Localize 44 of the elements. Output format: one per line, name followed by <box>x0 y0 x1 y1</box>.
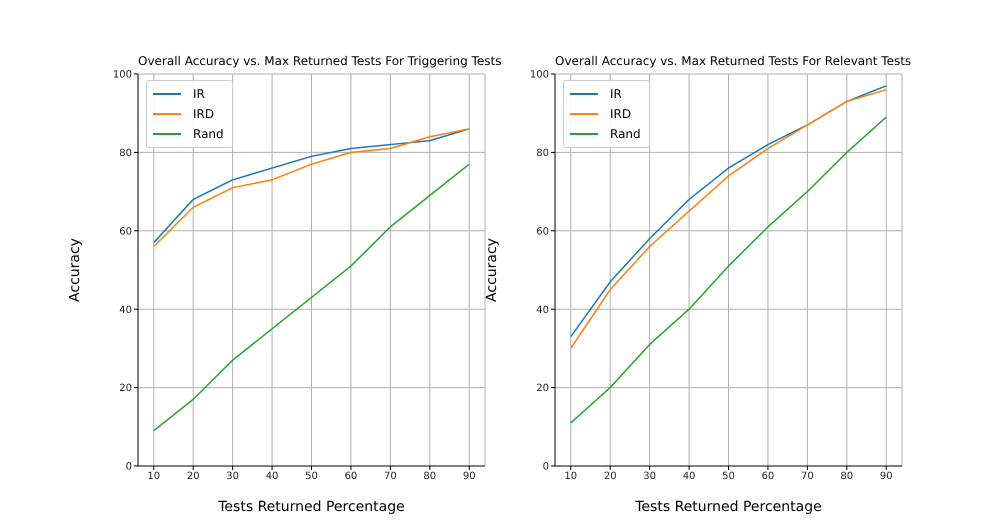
x-tick-label: 70 <box>384 471 397 482</box>
y-tick-label: 100 <box>530 70 549 81</box>
x-tick-label: 70 <box>800 471 814 482</box>
chart-title: Overall Accuracy vs. Max Returned Tests For Relevant Tests <box>555 54 912 68</box>
y-tick-label: 100 <box>112 70 132 81</box>
y-tick-label: 0 <box>542 462 549 473</box>
legend-label: IR <box>193 87 205 101</box>
y-tick-label: 40 <box>536 304 549 316</box>
y-tick-label: 0 <box>126 462 132 473</box>
x-tick-label: 40 <box>682 471 696 482</box>
y-tick-label: 60 <box>536 226 549 238</box>
y-axis-title: Accuracy <box>66 238 83 302</box>
y-tick-label: 40 <box>119 304 132 316</box>
x-tick-label: 80 <box>423 471 436 482</box>
chart-title: Overall Accuracy vs. Max Returned Tests For Triggering Tests <box>138 54 502 68</box>
x-tick-label: 50 <box>722 471 735 482</box>
x-axis-title: Tests Returned Percentage <box>217 499 405 515</box>
x-axis-title: Tests Returned Percentage <box>634 499 822 515</box>
x-tick-label: 40 <box>266 471 278 482</box>
line-series <box>570 116 887 424</box>
y-tick-label: 60 <box>119 226 132 238</box>
x-tick-label: 80 <box>840 471 854 482</box>
x-tick-label: 60 <box>344 471 358 482</box>
y-tick-label: 20 <box>536 383 549 394</box>
line-series <box>153 163 470 432</box>
y-tick-label: 80 <box>536 148 549 159</box>
x-tick-label: 10 <box>564 471 578 482</box>
legend-label: IRD <box>193 107 214 121</box>
y-axis-title: Accuracy <box>484 238 500 302</box>
x-tick-label: 90 <box>880 471 893 482</box>
legend-label: IR <box>610 87 622 101</box>
y-tick-label: 20 <box>119 383 132 394</box>
x-tick-label: 30 <box>643 471 656 482</box>
x-tick-label: 20 <box>604 471 617 482</box>
x-tick-label: 10 <box>147 471 160 482</box>
x-tick-label: 30 <box>226 471 240 482</box>
legend-label: IRD <box>610 107 632 121</box>
x-tick-label: 90 <box>462 471 476 482</box>
legend-label: Rand <box>193 127 224 141</box>
y-tick-label: 80 <box>119 148 132 159</box>
x-tick-label: 60 <box>762 471 774 482</box>
x-tick-label: 50 <box>305 471 318 482</box>
legend-label: Rand <box>610 127 641 141</box>
x-tick-label: 20 <box>186 471 200 482</box>
